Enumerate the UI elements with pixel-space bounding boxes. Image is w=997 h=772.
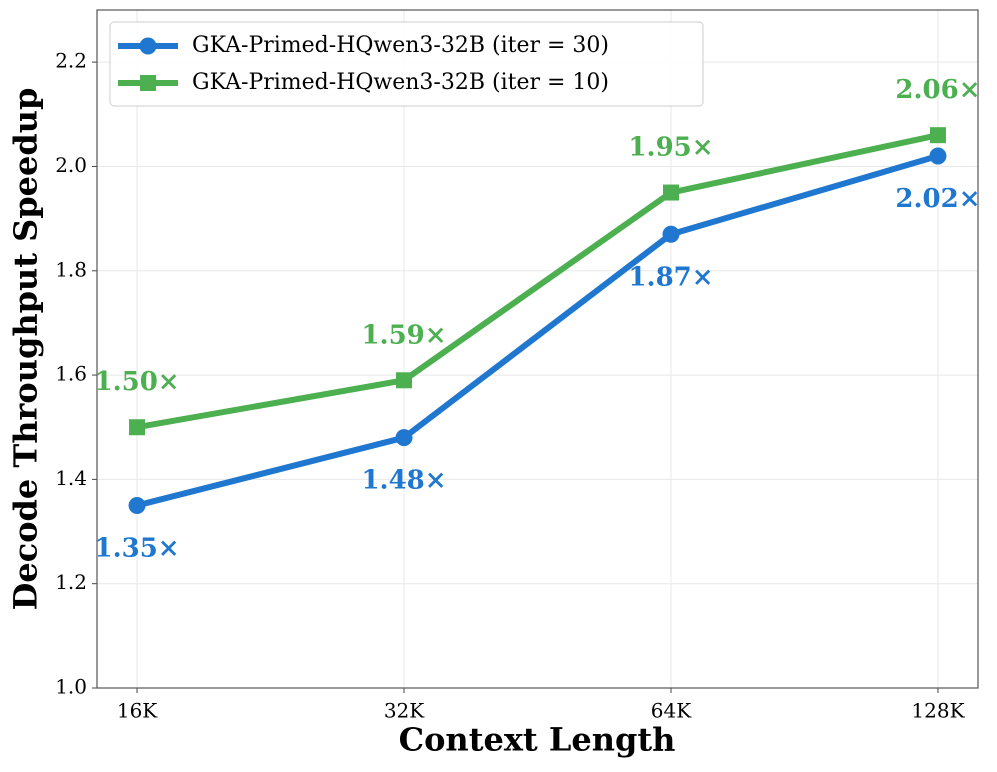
plot-frame	[96, 9, 979, 689]
data-point	[929, 147, 947, 165]
data-label: 1.35×	[94, 533, 179, 563]
x-tick-label: 128K	[911, 699, 965, 723]
legend-label: GKA-Primed-HQwen3-32B (iter = 10)	[192, 70, 609, 95]
data-label: 2.02×	[895, 184, 980, 214]
data-label: 1.59×	[361, 320, 446, 350]
data-label: 1.48×	[361, 466, 446, 496]
data-label: 2.06×	[895, 75, 980, 105]
data-point	[395, 429, 413, 447]
data-label: 1.95×	[628, 133, 713, 163]
legend-marker	[140, 75, 156, 91]
x-tick-label: 32K	[384, 699, 425, 723]
y-tick-label: 2.2	[55, 49, 87, 73]
data-point	[929, 127, 946, 144]
data-point	[128, 496, 146, 514]
legend-box	[109, 21, 704, 107]
y-tick-label: 1.4	[55, 466, 87, 490]
legend: GKA-Primed-HQwen3-32B (iter = 30) GKA-Pri…	[109, 21, 704, 107]
data-point	[662, 184, 679, 201]
data-point	[129, 419, 146, 436]
series-line	[136, 132, 939, 431]
data-point	[662, 225, 680, 243]
y-tick-label: 1.2	[55, 570, 87, 594]
x-axis-title: Context Length	[399, 721, 676, 759]
x-tick-label: 64K	[651, 699, 692, 723]
data-label: 1.87×	[628, 262, 713, 292]
y-axis-title: Decode Throughput Speedup	[7, 88, 45, 611]
data-point	[396, 372, 413, 389]
y-tick-label: 1.8	[55, 257, 87, 281]
legend-marker	[139, 37, 157, 55]
x-tick-label: 16K	[117, 699, 158, 723]
data-label: 1.50×	[94, 367, 179, 397]
y-tick-label: 1.6	[55, 362, 87, 386]
y-tick-label: 2.0	[55, 153, 87, 177]
legend-label: GKA-Primed-HQwen3-32B (iter = 30)	[192, 33, 609, 58]
y-tick-label: 1.0	[55, 675, 87, 699]
series-line	[136, 153, 939, 509]
